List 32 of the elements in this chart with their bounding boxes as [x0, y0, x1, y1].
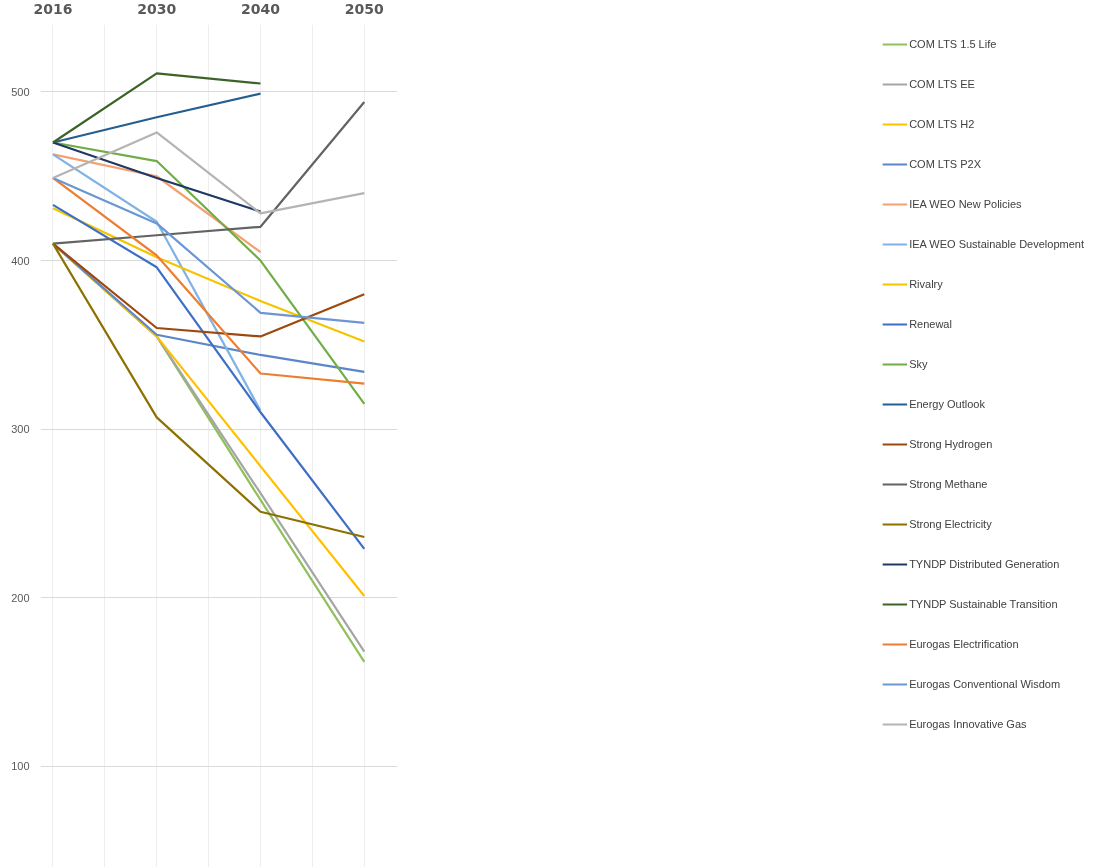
- legend-label: COM LTS H2: [909, 118, 975, 130]
- legend-label: IEA WEO New Policies: [909, 198, 1022, 210]
- legend-label: COM LTS EE: [909, 78, 975, 90]
- legend-label: COM LTS 1.5 Life: [909, 38, 997, 50]
- legend-label: Sky: [909, 358, 929, 370]
- y-tick-label: 200: [11, 591, 30, 604]
- legend-label: IEA WEO Sustainable Development: [909, 238, 1084, 250]
- y-tick-label: 100: [11, 760, 30, 773]
- legend-label: COM LTS P2X: [909, 158, 982, 170]
- x-tick-label: 2030: [137, 0, 177, 17]
- legend-label: Energy Outlook: [909, 398, 985, 410]
- x-tick-label: 2016: [33, 0, 73, 17]
- y-tick-label: 300: [11, 423, 30, 436]
- legend-label: Eurogas Innovative Gas: [909, 718, 1027, 730]
- y-tick-label: 500: [11, 85, 30, 98]
- line-series: [51, 176, 366, 325]
- x-tick-label: 2040: [241, 0, 281, 17]
- legend-label: Strong Hydrogen: [909, 438, 993, 450]
- x-tick-label: 2050: [344, 0, 385, 17]
- legend-label: Eurogas Conventional Wisdom: [909, 678, 1061, 690]
- legend-label: Renewal: [909, 318, 952, 330]
- y-tick-label: 400: [11, 254, 30, 267]
- legend-label: Eurogas Electrification: [909, 638, 1019, 650]
- line-series: [51, 131, 366, 215]
- line-series: [51, 176, 366, 385]
- line-series: [51, 100, 366, 245]
- legend-label: Strong Methane: [909, 478, 988, 490]
- line-series: [51, 207, 366, 343]
- legend-label: Rivalry: [909, 278, 943, 290]
- legend-label: TYNDP Sustainable Transition: [909, 598, 1058, 610]
- legend-label: TYNDP Distributed Generation: [909, 558, 1060, 570]
- legend-label: Strong Electricity: [909, 518, 992, 530]
